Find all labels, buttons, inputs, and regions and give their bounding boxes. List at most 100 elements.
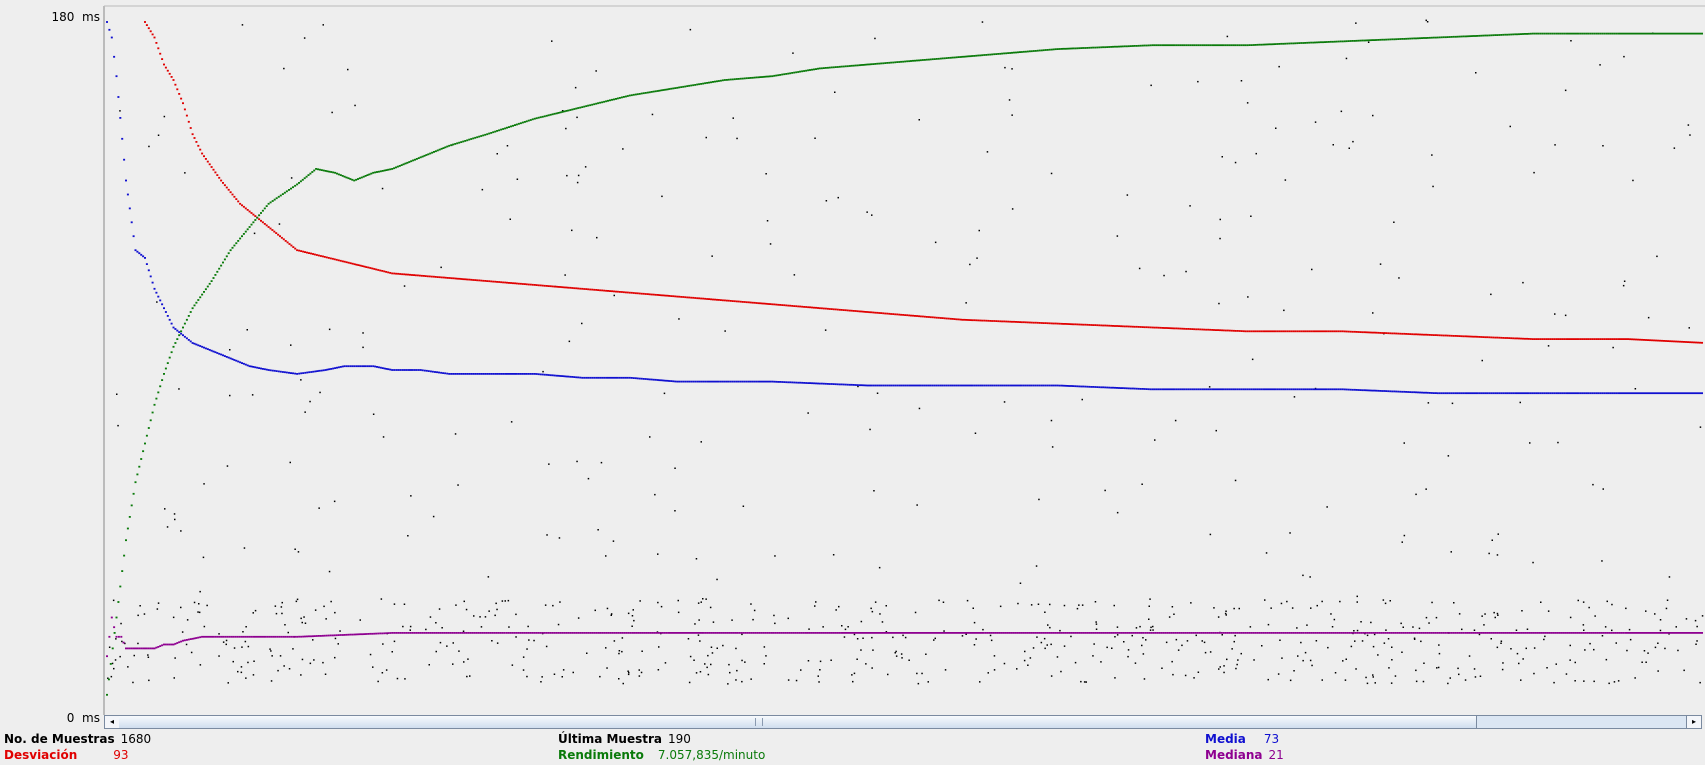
series-point [332, 171, 335, 174]
series-point [136, 647, 139, 650]
series-point [658, 294, 661, 296]
series-point [828, 66, 831, 69]
series-point [362, 365, 364, 368]
series-point [367, 633, 370, 635]
series-point [199, 148, 202, 151]
series-point [1593, 392, 1596, 395]
scroll-right-icon[interactable]: ▸ [1686, 716, 1701, 728]
series-point [231, 193, 234, 196]
series-point [1341, 330, 1344, 333]
series-point [775, 380, 778, 383]
series-point [589, 632, 592, 634]
series-point [1020, 384, 1023, 387]
sample-point [1310, 607, 1312, 609]
series-point [529, 373, 532, 375]
series-point [656, 379, 659, 381]
series-point [1329, 40, 1332, 43]
series-point [1032, 632, 1035, 634]
horizontal-scrollbar[interactable]: ◂ ▸ [104, 715, 1702, 729]
series-point [700, 83, 703, 85]
stat-samples: No. de Muestras 1680 [4, 732, 151, 746]
series-point [1573, 392, 1576, 395]
series-point [1617, 32, 1620, 35]
sample-point [1500, 640, 1503, 642]
series-point [1258, 43, 1261, 46]
series-point [1361, 331, 1364, 334]
series-point [492, 280, 495, 283]
series-point [494, 373, 497, 375]
series-point [1104, 46, 1107, 49]
series-point [1512, 632, 1515, 634]
series-point [1366, 632, 1369, 634]
sample-point [1309, 659, 1312, 662]
sample-point [1226, 35, 1229, 38]
sample-point [1201, 640, 1203, 642]
series-point [1397, 390, 1400, 393]
sample-point [1553, 681, 1555, 684]
sample-point [853, 672, 856, 675]
scroll-left-icon[interactable]: ◂ [105, 716, 120, 728]
series-point [814, 632, 817, 634]
series-point [1604, 632, 1607, 634]
sample-point [1641, 661, 1643, 663]
sample-point [403, 285, 406, 287]
series-point [749, 77, 752, 79]
series-point [706, 632, 709, 634]
series-point [1310, 388, 1313, 391]
series-point [1494, 632, 1497, 634]
series-point [1068, 385, 1071, 387]
series-point [762, 632, 765, 634]
sample-point [878, 566, 881, 569]
series-point [395, 166, 397, 169]
sample-point [566, 174, 568, 177]
series-point [1679, 340, 1681, 343]
sample-point [1554, 144, 1556, 146]
series-point [302, 635, 305, 638]
sample-point [1233, 640, 1235, 643]
series-point [989, 320, 992, 322]
series-point [815, 382, 817, 385]
series-point [265, 224, 268, 227]
sample-point [1142, 637, 1144, 639]
sample-point [446, 645, 448, 647]
series-point [1381, 390, 1384, 392]
series-point [1520, 337, 1522, 340]
sample-point [1291, 607, 1294, 609]
sample-point [1515, 629, 1518, 631]
series-point [1094, 632, 1097, 634]
series-point [630, 377, 633, 379]
series-point [1701, 392, 1703, 395]
sample-point [1564, 89, 1567, 92]
series-point [117, 635, 120, 638]
scrollbar-thumb[interactable] [119, 716, 1477, 728]
series-point [1020, 632, 1023, 634]
sample-point [270, 650, 272, 652]
series-point [1413, 37, 1416, 40]
sample-point [1148, 618, 1150, 620]
series-point [329, 257, 332, 260]
series-point [110, 616, 113, 619]
sample-point [491, 640, 493, 642]
sample-point [1127, 655, 1129, 658]
sample-point [1152, 629, 1154, 631]
series-point [1284, 388, 1287, 391]
series-point [866, 311, 869, 313]
sample-point [1219, 218, 1221, 221]
series-point [1040, 49, 1043, 52]
series-point [801, 381, 804, 384]
sample-point [322, 661, 324, 664]
series-point [486, 373, 489, 375]
series-point [852, 632, 855, 634]
series-point [1193, 388, 1196, 391]
series-point [902, 632, 905, 634]
sample-point [674, 510, 676, 512]
sample-point [973, 644, 976, 646]
series-point [1488, 336, 1491, 339]
sample-point [1171, 660, 1173, 663]
sample-point [1300, 641, 1302, 644]
series-point [717, 380, 720, 383]
series-point [370, 172, 373, 175]
series-point [163, 373, 165, 375]
series-point [898, 313, 901, 316]
series-point [1139, 326, 1142, 328]
